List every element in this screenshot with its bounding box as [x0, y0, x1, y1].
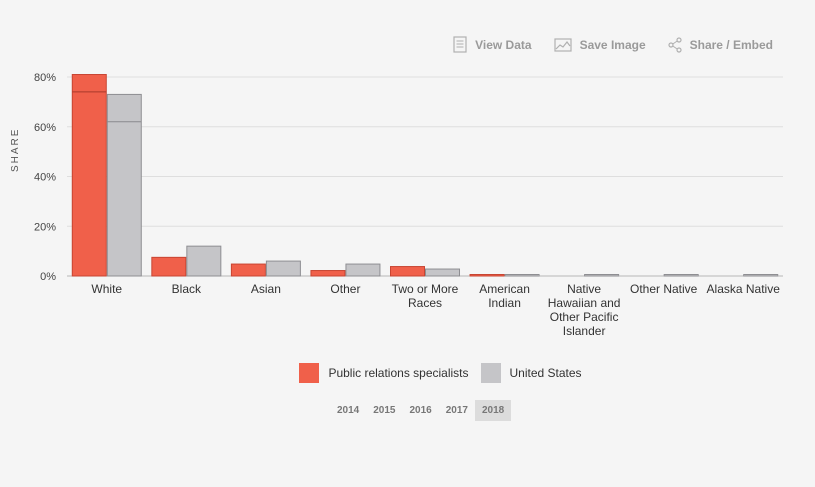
x-tick-label: Islander [563, 324, 606, 338]
y-tick-label: 0% [40, 271, 56, 283]
x-tick-label: Native [567, 282, 601, 296]
view-data-label: View Data [475, 37, 532, 52]
save-image-button[interactable]: Save Image [553, 37, 646, 52]
bar-us [106, 93, 142, 277]
x-tick-label: Other Pacific [550, 310, 619, 324]
view-data-button[interactable]: View Data [453, 36, 532, 53]
x-tick-label: Other [330, 282, 360, 296]
year-2017[interactable]: 2017 [445, 405, 468, 416]
legend-item-us[interactable]: United States [480, 363, 582, 383]
image-icon [553, 37, 572, 52]
bar-chart: 0% 20% 40% 60% 80% White Black Asian Other Two or… [34, 72, 783, 338]
bar-pr [71, 74, 107, 277]
legend-swatch-pr [299, 363, 320, 383]
x-tick-label: White [91, 282, 122, 296]
legend-label-us: United States [509, 366, 582, 380]
bar-us [504, 274, 540, 277]
save-image-label: Save Image [579, 37, 646, 52]
y-tick-label: 60% [34, 122, 56, 134]
year-2015[interactable]: 2015 [373, 405, 396, 416]
x-tick-label: Black [172, 282, 202, 296]
y-tick-label: 40% [34, 172, 56, 184]
bar-us [186, 245, 222, 277]
share-embed-button[interactable]: Share / Embed [668, 36, 773, 53]
share-embed-label: Share / Embed [689, 37, 773, 52]
x-tick-label: Two or More [392, 282, 459, 296]
year-selector: 2014 2015 2016 2017 2018 [330, 400, 512, 421]
bar-pr [230, 263, 266, 277]
x-tick-label: Hawaiian and [548, 296, 621, 310]
chart-toolbar: View Data Save Image Share / Embed [453, 36, 773, 53]
x-tick-label: Other Native [630, 282, 698, 296]
x-tick-label: Alaska Native [707, 282, 781, 296]
legend: Public relations specialists United Stat… [0, 363, 815, 383]
legend-item-pr[interactable]: Public relations specialists [299, 363, 469, 383]
x-tick-label: Indian [488, 296, 521, 310]
share-icon [668, 36, 682, 53]
legend-swatch-us [480, 363, 501, 383]
year-2016[interactable]: 2016 [409, 405, 432, 416]
bar-us [425, 268, 460, 277]
y-tick-label: 20% [34, 221, 56, 233]
x-tick-label: American [479, 282, 530, 296]
document-icon [453, 36, 467, 53]
x-tick-label: Races [408, 296, 442, 310]
bar-us [663, 274, 699, 277]
year-2014[interactable]: 2014 [337, 405, 360, 416]
bar-us [584, 274, 620, 277]
bar-us [345, 263, 381, 277]
bar-pr [151, 256, 187, 277]
bar-pr [310, 270, 346, 277]
y-tick-label: 80% [34, 72, 56, 84]
bar-pr [469, 274, 505, 277]
legend-label-pr: Public relations specialists [328, 366, 469, 380]
year-2018[interactable]: 2018 [475, 400, 512, 421]
bar-pr [390, 266, 425, 277]
bar-us [743, 274, 779, 277]
bar-us [265, 260, 301, 277]
x-tick-label: Asian [251, 282, 281, 296]
